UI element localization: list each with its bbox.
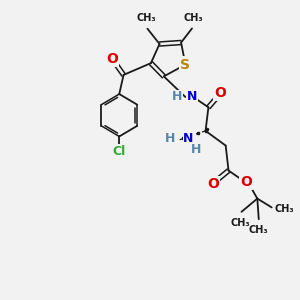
Text: N: N [183,132,194,145]
Text: H: H [165,132,175,145]
Text: CH₃: CH₃ [274,204,294,214]
Text: CH₃: CH₃ [184,13,203,23]
Text: O: O [240,176,252,189]
Text: H: H [172,91,182,103]
Text: Cl: Cl [112,145,126,158]
Text: O: O [207,177,219,191]
Text: CH₃: CH₃ [136,14,156,23]
Text: O: O [106,52,118,66]
Text: S: S [180,58,190,72]
Text: N: N [187,91,197,103]
Text: O: O [214,85,226,100]
Text: CH₃: CH₃ [249,225,268,235]
Text: H: H [190,142,201,156]
Text: CH₃: CH₃ [230,218,250,228]
